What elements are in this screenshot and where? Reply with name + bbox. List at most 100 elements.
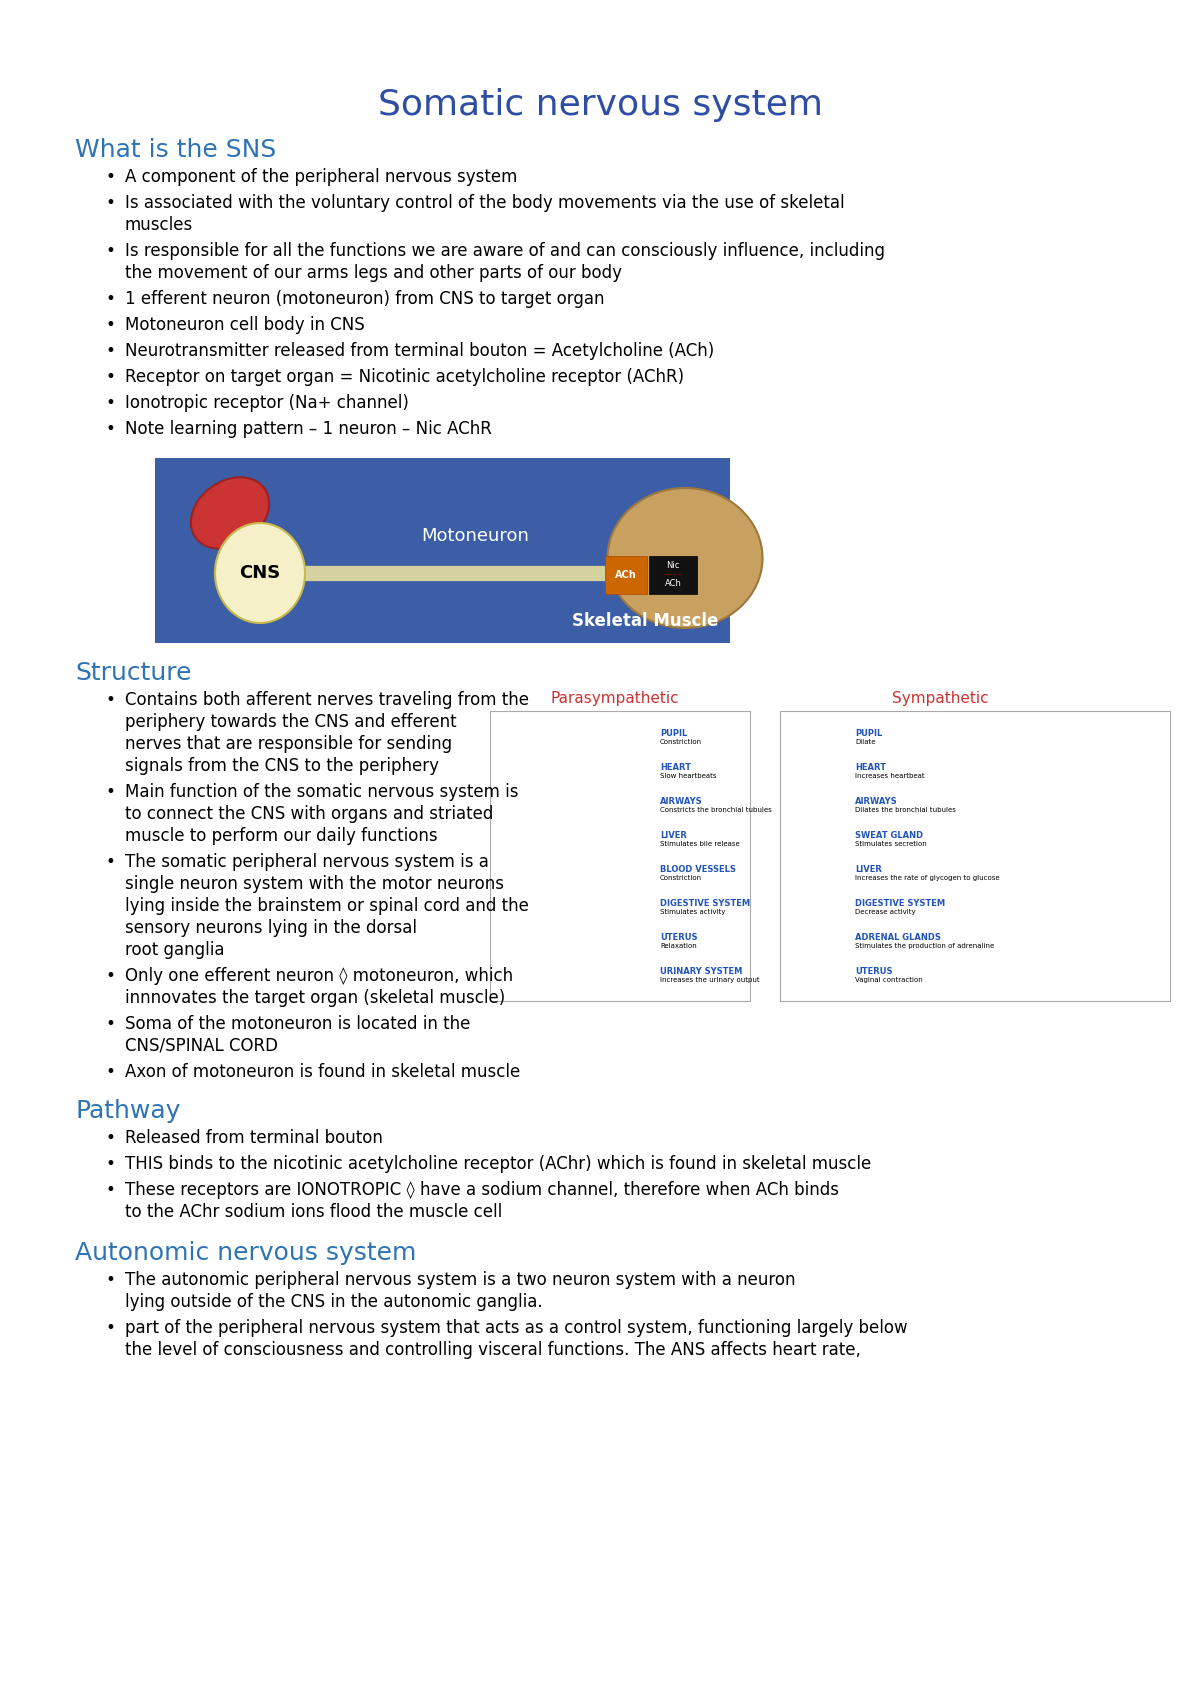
Text: •: •	[106, 316, 115, 335]
FancyBboxPatch shape	[155, 458, 730, 644]
Text: Stimulates bile release: Stimulates bile release	[660, 841, 739, 847]
Text: part of the peripheral nervous system that acts as a control system, functioning: part of the peripheral nervous system th…	[125, 1319, 907, 1336]
Text: SWEAT GLAND: SWEAT GLAND	[854, 830, 923, 841]
Text: Neurotransmitter released from terminal bouton = Acetylcholine (ACh): Neurotransmitter released from terminal …	[125, 341, 714, 360]
Text: Dilate: Dilate	[854, 739, 876, 745]
Text: to the AChr sodium ions flood the muscle cell: to the AChr sodium ions flood the muscle…	[125, 1202, 503, 1221]
Text: Contains both afferent nerves traveling from the: Contains both afferent nerves traveling …	[125, 691, 529, 710]
Text: ACh: ACh	[616, 571, 637, 581]
Text: sensory neurons lying in the dorsal: sensory neurons lying in the dorsal	[125, 919, 418, 937]
Text: muscles: muscles	[125, 216, 193, 234]
Text: UTERUS: UTERUS	[660, 932, 697, 942]
Text: •: •	[106, 243, 115, 260]
Text: •: •	[106, 852, 115, 871]
Text: •: •	[106, 368, 115, 385]
Text: Vaginal contraction: Vaginal contraction	[854, 976, 923, 983]
Text: Stimulates secretion: Stimulates secretion	[854, 841, 926, 847]
Text: •: •	[106, 783, 115, 801]
Text: URINARY SYSTEM: URINARY SYSTEM	[660, 966, 743, 976]
Text: •: •	[106, 419, 115, 438]
Text: PUPIL: PUPIL	[660, 728, 688, 739]
Text: CNS: CNS	[239, 564, 281, 582]
FancyBboxPatch shape	[605, 555, 647, 594]
Ellipse shape	[607, 487, 762, 628]
FancyBboxPatch shape	[649, 555, 697, 594]
Text: DIGESTIVE SYSTEM: DIGESTIVE SYSTEM	[660, 898, 750, 908]
Text: LIVER: LIVER	[660, 830, 686, 841]
Text: •: •	[106, 1272, 115, 1289]
Text: the movement of our arms legs and other parts of our body: the movement of our arms legs and other …	[125, 263, 622, 282]
Text: •: •	[106, 1155, 115, 1173]
Text: Increases the urinary output: Increases the urinary output	[660, 976, 760, 983]
Text: HEART: HEART	[854, 762, 886, 773]
Text: UTERUS: UTERUS	[854, 966, 893, 976]
Text: Increases the rate of glycogen to glucose: Increases the rate of glycogen to glucos…	[854, 874, 1000, 881]
Text: Decrease activity: Decrease activity	[854, 908, 916, 915]
Text: AIRWAYS: AIRWAYS	[854, 796, 898, 807]
Text: •: •	[106, 194, 115, 212]
Text: Is associated with the voluntary control of the body movements via the use of sk: Is associated with the voluntary control…	[125, 194, 845, 212]
Text: Released from terminal bouton: Released from terminal bouton	[125, 1129, 383, 1148]
Text: muscle to perform our daily functions: muscle to perform our daily functions	[125, 827, 438, 846]
Text: lying inside the brainstem or spinal cord and the: lying inside the brainstem or spinal cor…	[125, 897, 529, 915]
Text: Increases heartbeat: Increases heartbeat	[854, 773, 925, 779]
Text: PUPIL: PUPIL	[854, 728, 882, 739]
Text: •: •	[106, 1015, 115, 1032]
Text: periphery towards the CNS and efferent: periphery towards the CNS and efferent	[125, 713, 457, 732]
Text: Dilates the bronchial tubules: Dilates the bronchial tubules	[854, 807, 956, 813]
Text: •: •	[106, 1182, 115, 1199]
Text: Ionotropic receptor (Na+ channel): Ionotropic receptor (Na+ channel)	[125, 394, 409, 413]
Text: AIRWAYS: AIRWAYS	[660, 796, 703, 807]
Text: Constricts the bronchial tubules: Constricts the bronchial tubules	[660, 807, 772, 813]
Text: to connect the CNS with organs and striated: to connect the CNS with organs and stria…	[125, 805, 493, 824]
Text: •: •	[106, 1063, 115, 1082]
Text: •: •	[106, 394, 115, 413]
Text: Stimulates the production of adrenaline: Stimulates the production of adrenaline	[854, 942, 995, 949]
Text: ~~~~: ~~~~	[664, 572, 683, 577]
Text: ADRENAL GLANDS: ADRENAL GLANDS	[854, 932, 941, 942]
Text: Parasympathetic: Parasympathetic	[551, 691, 679, 706]
Text: signals from the CNS to the periphery: signals from the CNS to the periphery	[125, 757, 439, 774]
Text: single neuron system with the motor neurons: single neuron system with the motor neur…	[125, 874, 504, 893]
Text: Slow heartbeats: Slow heartbeats	[660, 773, 716, 779]
Text: nerves that are responsible for sending: nerves that are responsible for sending	[125, 735, 452, 752]
Text: •: •	[106, 691, 115, 710]
Text: The autonomic peripheral nervous system is a two neuron system with a neuron: The autonomic peripheral nervous system …	[125, 1272, 796, 1289]
Text: A component of the peripheral nervous system: A component of the peripheral nervous sy…	[125, 168, 517, 187]
Text: •: •	[106, 966, 115, 985]
Text: •: •	[106, 341, 115, 360]
Text: Note learning pattern – 1 neuron – Nic AChR: Note learning pattern – 1 neuron – Nic A…	[125, 419, 492, 438]
Text: LIVER: LIVER	[854, 864, 882, 874]
Text: Axon of motoneuron is found in skeletal muscle: Axon of motoneuron is found in skeletal …	[125, 1063, 521, 1082]
Text: the level of consciousness and controlling visceral functions. The ANS affects h: the level of consciousness and controlli…	[125, 1341, 860, 1358]
Text: innnovates the target organ (skeletal muscle): innnovates the target organ (skeletal mu…	[125, 988, 505, 1007]
Ellipse shape	[215, 523, 305, 623]
Text: CNS/SPINAL CORD: CNS/SPINAL CORD	[125, 1037, 278, 1054]
Text: These receptors are IONOTROPIC ◊ have a sodium channel, therefore when ACh binds: These receptors are IONOTROPIC ◊ have a …	[125, 1182, 839, 1199]
Text: •: •	[106, 1319, 115, 1336]
Text: Nic: Nic	[666, 562, 679, 571]
Ellipse shape	[191, 477, 269, 548]
Text: Relaxation: Relaxation	[660, 942, 697, 949]
Text: Soma of the motoneuron is located in the: Soma of the motoneuron is located in the	[125, 1015, 470, 1032]
Text: Stimulates activity: Stimulates activity	[660, 908, 725, 915]
Text: •: •	[106, 1129, 115, 1148]
Text: HEART: HEART	[660, 762, 691, 773]
Text: Constriction: Constriction	[660, 739, 702, 745]
Text: •: •	[106, 168, 115, 187]
Text: Main function of the somatic nervous system is: Main function of the somatic nervous sys…	[125, 783, 518, 801]
Text: root ganglia: root ganglia	[125, 941, 224, 959]
Text: Somatic nervous system: Somatic nervous system	[378, 88, 822, 122]
Text: lying outside of the CNS in the autonomic ganglia.: lying outside of the CNS in the autonomi…	[125, 1292, 542, 1311]
Text: Only one efferent neuron ◊ motoneuron, which: Only one efferent neuron ◊ motoneuron, w…	[125, 966, 514, 985]
Text: Pathway: Pathway	[74, 1099, 180, 1122]
Text: The somatic peripheral nervous system is a: The somatic peripheral nervous system is…	[125, 852, 488, 871]
Text: DIGESTIVE SYSTEM: DIGESTIVE SYSTEM	[854, 898, 946, 908]
Text: ACh: ACh	[665, 579, 682, 589]
Text: THIS binds to the nicotinic acetylcholine receptor (AChr) which is found in skel: THIS binds to the nicotinic acetylcholin…	[125, 1155, 871, 1173]
Text: 1 efferent neuron (motoneuron) from CNS to target organ: 1 efferent neuron (motoneuron) from CNS …	[125, 290, 605, 307]
Text: Structure: Structure	[74, 661, 192, 684]
Text: Motoneuron: Motoneuron	[421, 526, 529, 545]
FancyBboxPatch shape	[490, 711, 750, 1002]
Text: Sympathetic: Sympathetic	[892, 691, 989, 706]
